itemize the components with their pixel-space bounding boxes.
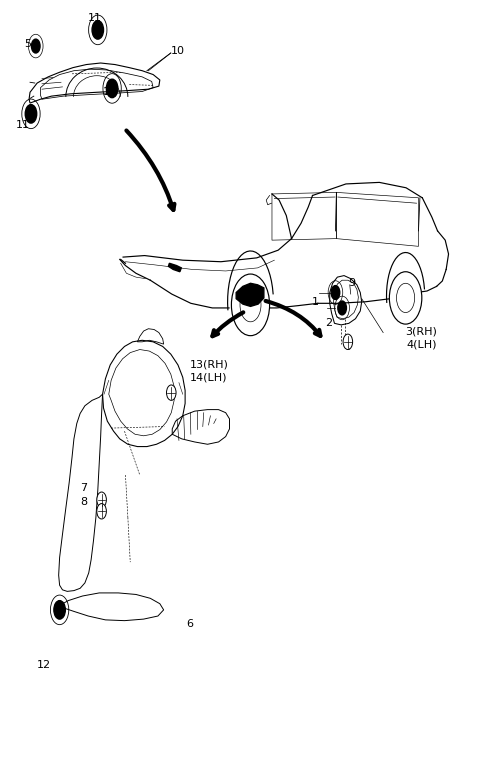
Circle shape	[97, 492, 107, 507]
Circle shape	[167, 385, 176, 400]
Text: 4(LH): 4(LH)	[406, 339, 437, 349]
Text: 10: 10	[171, 46, 185, 56]
Circle shape	[240, 288, 261, 322]
Circle shape	[331, 285, 340, 299]
Circle shape	[97, 503, 107, 519]
Polygon shape	[168, 264, 181, 272]
Circle shape	[92, 21, 104, 39]
Circle shape	[107, 79, 118, 97]
Text: 13(RH): 13(RH)	[190, 360, 228, 370]
Circle shape	[25, 104, 36, 123]
Text: 8: 8	[80, 497, 87, 507]
Text: 11: 11	[87, 13, 101, 23]
Circle shape	[231, 274, 270, 335]
Circle shape	[54, 601, 65, 619]
Text: 3(RH): 3(RH)	[406, 326, 437, 336]
Text: 7: 7	[80, 483, 87, 493]
Text: 6: 6	[186, 618, 193, 628]
Circle shape	[396, 283, 415, 312]
Circle shape	[389, 272, 422, 324]
Text: 5: 5	[24, 39, 31, 49]
Text: 1: 1	[312, 297, 319, 307]
Text: 12: 12	[37, 660, 51, 670]
Text: 14(LH): 14(LH)	[190, 373, 228, 383]
Circle shape	[338, 301, 347, 315]
Text: 2: 2	[325, 318, 332, 329]
Text: 11: 11	[103, 87, 117, 97]
Circle shape	[343, 334, 353, 349]
Polygon shape	[236, 283, 264, 306]
Text: 9: 9	[348, 278, 356, 288]
Text: 11: 11	[16, 120, 30, 130]
Circle shape	[32, 39, 40, 53]
